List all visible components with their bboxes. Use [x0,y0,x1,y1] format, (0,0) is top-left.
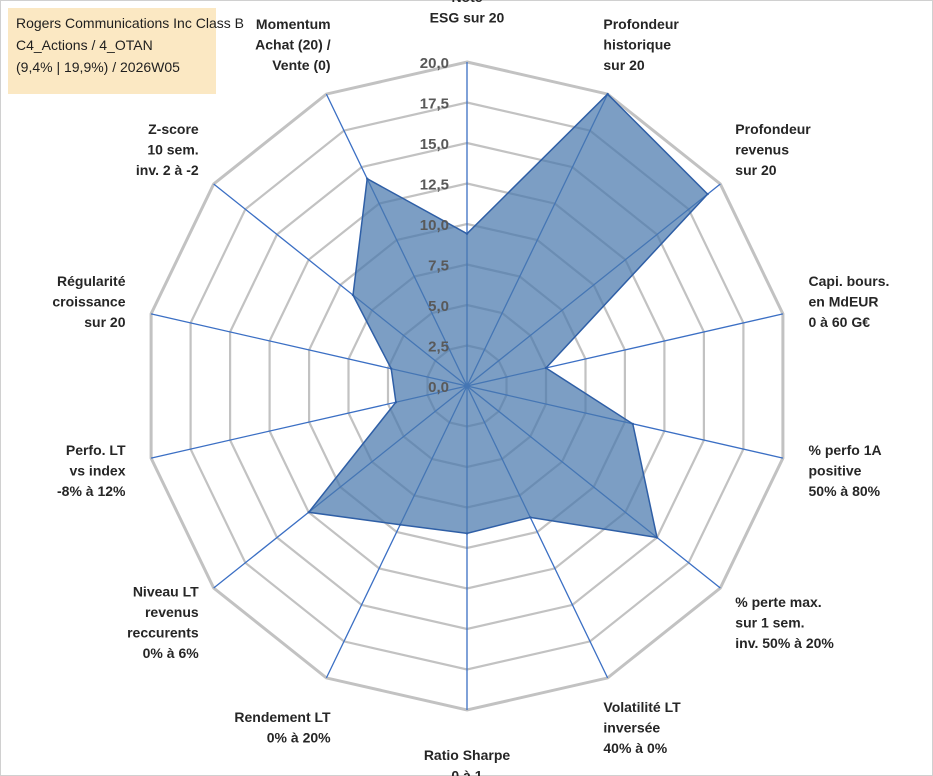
radar-series [307,92,709,539]
axis-label: % perte max. sur 1 sem. inv. 50% à 20% [735,594,834,651]
radial-tick-labels: 0,0 2,5 5,0 7,5 10,0 12,5 15,0 17,5 20,0 [420,55,449,396]
tick-label: 15,0 [420,136,449,153]
axis-label-line: Profondeur [735,121,811,137]
data-point [529,516,532,519]
axis-label-line: ESG sur 20 [430,9,505,25]
axis-label-line: 0 à 1 [451,767,482,776]
axis-label-line: Achat (20) / [255,37,331,53]
axis-label-line: vs index [69,462,125,478]
axis-label-line: Niveau LT [133,584,199,600]
axis-label: Momentum Achat (20) / Vente (0) [255,16,331,73]
axis-label: Z-score 10 sem. inv. 2 à -2 [136,121,199,178]
data-point [465,532,469,535]
axis-label-line: % perfo 1A [809,442,882,458]
axis-labels: Note ESG sur 20 Profondeur historique sur 20… [52,0,889,776]
axis-label-line: -8% à 12% [57,483,126,499]
data-point [390,367,393,370]
axis-label: Ratio Sharpe 0 à 1 [424,747,511,776]
axis-label-line: 0% à 6% [143,645,200,661]
axis-label-line: Z-score [148,121,199,137]
axis-label: % perfo 1A positive 50% à 80% [809,442,882,499]
axis-label-line: sur 1 sem. [735,614,804,630]
axis-label-line: historique [603,37,671,53]
data-point [544,366,548,370]
axis-label-line: sur 20 [603,57,644,73]
axis-label-line: 40% à 0% [603,740,667,756]
axis-label-line: 10 sem. [147,142,198,158]
axis-label-line: sur 20 [84,314,125,330]
axis-label-line: Momentum [256,16,331,32]
data-point [706,192,709,196]
axis-label-line: 50% à 80% [809,483,881,499]
tick-label: 10,0 [420,217,449,234]
axis-label-line: Perfo. LT [66,442,126,458]
tick-label: 17,5 [420,96,449,113]
tick-label: 7,5 [428,258,449,275]
axis-label: Note ESG sur 20 [430,0,505,25]
axis-label-line: reccurents [127,625,199,641]
axis-label: Capi. bours. en MdEUR 0 à 60 G€ [809,273,890,330]
axis-label-line: 0% à 20% [267,730,331,746]
tick-label: 20,0 [420,55,449,72]
axis-label-line: croissance [52,294,125,310]
axis-label-line: Vente (0) [272,57,330,73]
data-point [606,92,609,96]
axis-label-line: revenus [145,604,199,620]
axis-label-line: Ratio Sharpe [424,747,511,763]
axis-label-line: 0 à 60 G€ [809,314,871,330]
data-point [655,536,659,539]
axis-label: Rendement LT 0% à 20% [234,709,331,746]
tick-label: 0,0 [428,379,449,396]
axis-label-line: sur 20 [735,162,776,178]
tick-label: 5,0 [428,298,449,315]
axis-label-line: revenus [735,142,789,158]
axis-label-line: inversée [603,720,660,736]
tick-label: 12,5 [420,177,449,194]
data-point [394,401,398,404]
axis-label-line: Profondeur [603,16,679,32]
axis-label-line: Rendement LT [234,709,331,725]
axis-label: Profondeur historique sur 20 [603,16,679,73]
axis-label-line: Volatilité LT [603,699,681,715]
axis-label: Profondeur revenus sur 20 [735,121,811,178]
data-point [366,177,369,180]
stats-label: (9,4% | 19,9%) / 2026W05 [16,59,180,75]
axis-label-line: inv. 50% à 20% [735,635,834,651]
title-box: Rogers Communications Inc Class B C4_Act… [8,8,244,94]
axis-label-line: % perte max. [735,594,821,610]
axis-label-line: Note [451,0,482,5]
category-label: C4_Actions / 4_OTAN [16,37,153,53]
data-point [465,232,469,235]
axis-label: Régularité croissance sur 20 [52,273,125,330]
series-area [307,93,709,539]
tick-label: 2,5 [428,339,449,356]
axis-label-line: positive [809,462,862,478]
axis-label-line: inv. 2 à -2 [136,162,199,178]
data-point [399,523,402,526]
axis-label-line: Capi. bours. [809,273,890,289]
axis-label: Niveau LT revenus reccurents 0% à 6% [127,584,199,662]
company-name: Rogers Communications Inc Class B [16,15,244,31]
axis-label-line: en MdEUR [809,294,879,310]
data-point [307,511,310,514]
data-point [631,422,634,426]
axis-label: Perfo. LT vs index -8% à 12% [57,442,126,499]
axis-label-line: Régularité [57,273,126,289]
data-point [351,293,355,297]
axis-label: Volatilité LT inversée 40% à 0% [603,699,681,756]
